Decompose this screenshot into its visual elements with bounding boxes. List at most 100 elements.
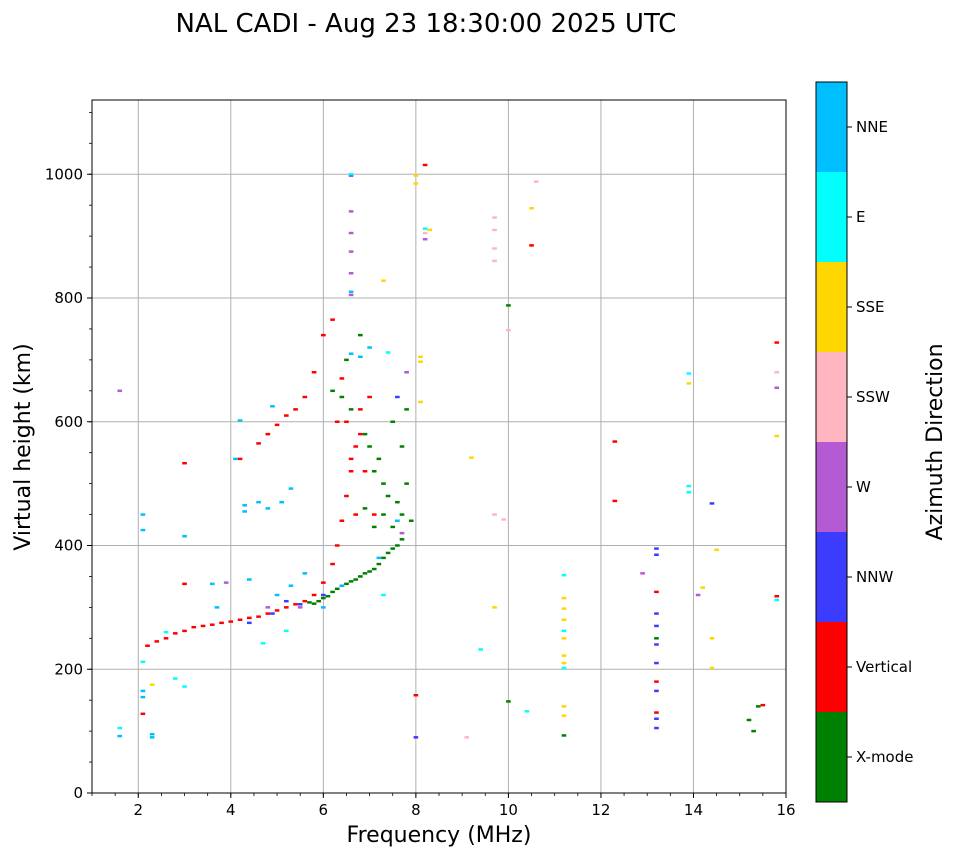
echo-point xyxy=(464,736,470,739)
echo-point xyxy=(339,584,345,587)
echo-point xyxy=(654,680,659,683)
echo-point xyxy=(561,637,567,640)
series-nne xyxy=(117,290,400,739)
echo-point xyxy=(413,694,419,697)
colorbar-segment xyxy=(816,262,847,352)
echo-point xyxy=(246,578,252,581)
y-tick-label: 1000 xyxy=(45,165,83,183)
azimuth-colorbar: X-mode Vertical NNW W SSW SSE E NNE xyxy=(815,81,913,803)
echo-point xyxy=(140,660,146,664)
echo-point xyxy=(376,556,382,560)
echo-point xyxy=(492,513,497,516)
echo-point xyxy=(654,553,659,557)
echo-point xyxy=(376,562,382,566)
echo-point xyxy=(709,666,715,670)
echo-point xyxy=(774,386,780,389)
echo-point xyxy=(353,578,359,581)
echo-point xyxy=(561,618,567,621)
echo-point xyxy=(399,531,405,535)
echo-point xyxy=(348,457,354,461)
echo-point xyxy=(395,519,400,522)
echo-point xyxy=(385,351,391,354)
echo-point xyxy=(469,456,474,459)
echo-point xyxy=(774,595,780,598)
colorbar-title: Azimuth Direction xyxy=(923,343,948,540)
echo-point xyxy=(246,616,252,620)
echo-point xyxy=(321,581,326,584)
echo-point xyxy=(492,247,497,250)
echo-point xyxy=(182,461,187,465)
series-w xyxy=(117,210,780,609)
echo-point xyxy=(117,726,123,730)
echo-point xyxy=(154,640,160,643)
echo-point xyxy=(404,408,409,411)
colorbar-label: SSE xyxy=(856,298,885,316)
echo-point xyxy=(233,457,238,461)
echo-point xyxy=(270,612,275,615)
echo-point xyxy=(117,389,123,393)
colorbar-label: NNE xyxy=(856,118,888,136)
echo-point xyxy=(413,736,419,739)
echo-point xyxy=(348,210,354,213)
colorbar-segment xyxy=(816,172,847,262)
echo-point xyxy=(367,395,372,399)
echo-point xyxy=(348,408,354,411)
x-tick-label: 14 xyxy=(684,801,703,819)
plot-border xyxy=(91,99,787,794)
echo-point xyxy=(654,547,659,550)
y-tick-label: 200 xyxy=(54,660,83,678)
echo-point xyxy=(422,237,428,241)
echo-point xyxy=(612,440,618,443)
echo-point xyxy=(334,587,340,591)
echo-point xyxy=(256,500,261,504)
echo-point xyxy=(561,596,567,600)
echo-point xyxy=(228,620,234,623)
echo-point xyxy=(654,637,659,640)
echo-point xyxy=(209,623,215,626)
echo-point xyxy=(237,618,243,621)
echo-point xyxy=(348,231,354,235)
echo-point xyxy=(348,272,354,275)
x-tick-label: 2 xyxy=(133,801,143,819)
colorbar-segment xyxy=(816,532,847,622)
echo-point xyxy=(654,590,659,594)
echo-point xyxy=(270,405,275,408)
echo-point xyxy=(330,389,335,393)
echo-point xyxy=(348,580,354,583)
echo-point xyxy=(321,333,326,337)
echo-point xyxy=(367,445,372,448)
echo-point xyxy=(422,163,428,167)
echo-point xyxy=(774,341,780,344)
colorbar-segment xyxy=(816,82,847,172)
echo-point xyxy=(774,371,780,374)
echo-point xyxy=(237,419,243,422)
echo-point xyxy=(492,606,497,609)
echo-point xyxy=(561,661,567,665)
echo-point xyxy=(284,599,289,603)
echo-point xyxy=(344,582,349,586)
echo-point xyxy=(279,500,285,504)
echo-point xyxy=(325,595,331,598)
echo-point xyxy=(371,470,377,473)
echo-point xyxy=(371,525,377,529)
plot-frame xyxy=(92,100,786,793)
echo-point xyxy=(422,227,428,230)
y-tick-label: 600 xyxy=(54,413,83,431)
echo-point xyxy=(709,637,715,640)
echo-point xyxy=(265,612,271,615)
echo-point xyxy=(686,372,692,375)
echo-point xyxy=(214,606,220,609)
echo-point xyxy=(339,395,345,399)
echo-point xyxy=(506,700,511,703)
echo-point xyxy=(191,625,197,629)
echo-point xyxy=(344,494,349,498)
echo-point xyxy=(288,487,294,490)
echo-point xyxy=(612,499,618,503)
echo-point xyxy=(358,575,363,578)
echo-point xyxy=(284,606,289,609)
echo-point xyxy=(182,582,187,586)
echo-point xyxy=(390,547,396,550)
x-tick-label: 8 xyxy=(411,801,421,819)
colorbar-frame xyxy=(815,81,848,803)
echo-point xyxy=(561,654,567,657)
